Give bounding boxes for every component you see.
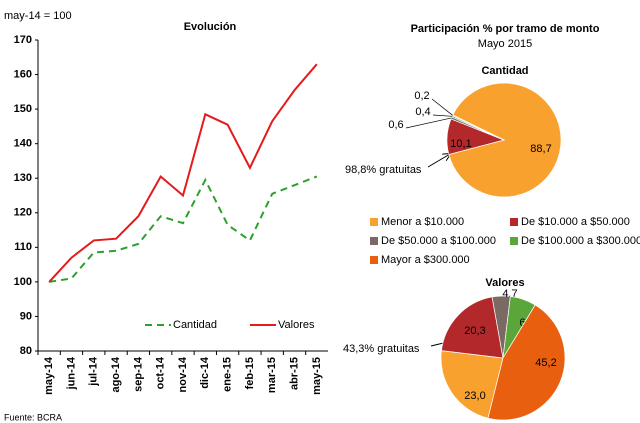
annotation-arrow [427,154,450,168]
leader-line [405,117,452,129]
legend-swatch [370,237,378,245]
y-note: may-14 = 100 [4,10,72,22]
y-tick-label: 140 [14,138,32,150]
annotation: 43,3% gratuitas [343,343,420,355]
x-tick-label: ene-15 [222,357,234,392]
data-label: 23,0 [464,390,485,402]
y-tick-label: 80 [20,345,32,357]
legend-label: Mayor a $300.000 [381,254,470,266]
legend-swatch [510,237,518,245]
y-tick-label: 150 [14,103,32,115]
data-label: 45,2 [535,357,556,369]
x-tick-label: nov-14 [177,356,189,392]
panel-title: Participación % por tramo de monto [411,23,600,35]
y-tick-label: 160 [14,68,32,80]
leader-line [431,98,453,116]
x-tick-label: jul-14 [88,356,100,387]
x-tick-label: sep-14 [132,356,144,392]
panel-subtitle: Mayo 2015 [478,38,532,50]
series-line [49,175,318,283]
legend-label: De $100.000 a $300.000 [521,235,640,247]
annotation: 98,8% gratuitas [345,164,422,176]
data-label: 10,1 [450,138,471,150]
legend-swatch [370,256,378,264]
data-label: 0,2 [414,90,429,102]
y-tick-label: 110 [14,241,32,253]
legend-swatch [370,218,378,226]
chart-title: Evolución [184,21,237,33]
x-tick-label: abr-15 [288,357,300,390]
x-tick-label: ago-14 [110,356,122,392]
legend-swatch [510,218,518,226]
x-tick-label: oct-14 [155,356,167,389]
x-tick-label: may-15 [311,357,323,395]
pie-title: Valores [485,277,524,289]
data-label: 20,3 [464,325,485,337]
pie-title: Cantidad [481,65,528,77]
y-tick-label: 120 [14,207,32,219]
legend-label: De $10.000 a $50.000 [521,216,630,228]
data-label: 0,6 [388,119,403,131]
x-tick-label: jun-14 [65,356,77,390]
y-tick-label: 170 [14,34,32,46]
pie-slice [441,296,504,359]
source: Fuente: BCRA [4,412,62,422]
data-label: 88,7 [530,143,551,155]
pie-slice [487,304,566,421]
series-line [48,63,318,283]
x-tick-label: may-14 [43,356,55,395]
y-tick-label: 130 [14,172,32,184]
pie-slice [440,350,504,419]
legend-label: Menor a $10.000 [381,216,464,228]
legend-label: De $50.000 a $100.000 [381,235,496,247]
y-tick-label: 100 [14,276,32,288]
x-tick-label: mar-15 [266,357,278,393]
x-tick-label: dic-14 [199,356,211,389]
y-tick-label: 90 [20,310,32,322]
legend-label: Valores [278,319,315,331]
data-label: 0,4 [415,106,430,118]
x-tick-label: feb-15 [244,357,256,389]
legend-label: Cantidad [173,319,217,331]
leader-line [432,114,453,117]
